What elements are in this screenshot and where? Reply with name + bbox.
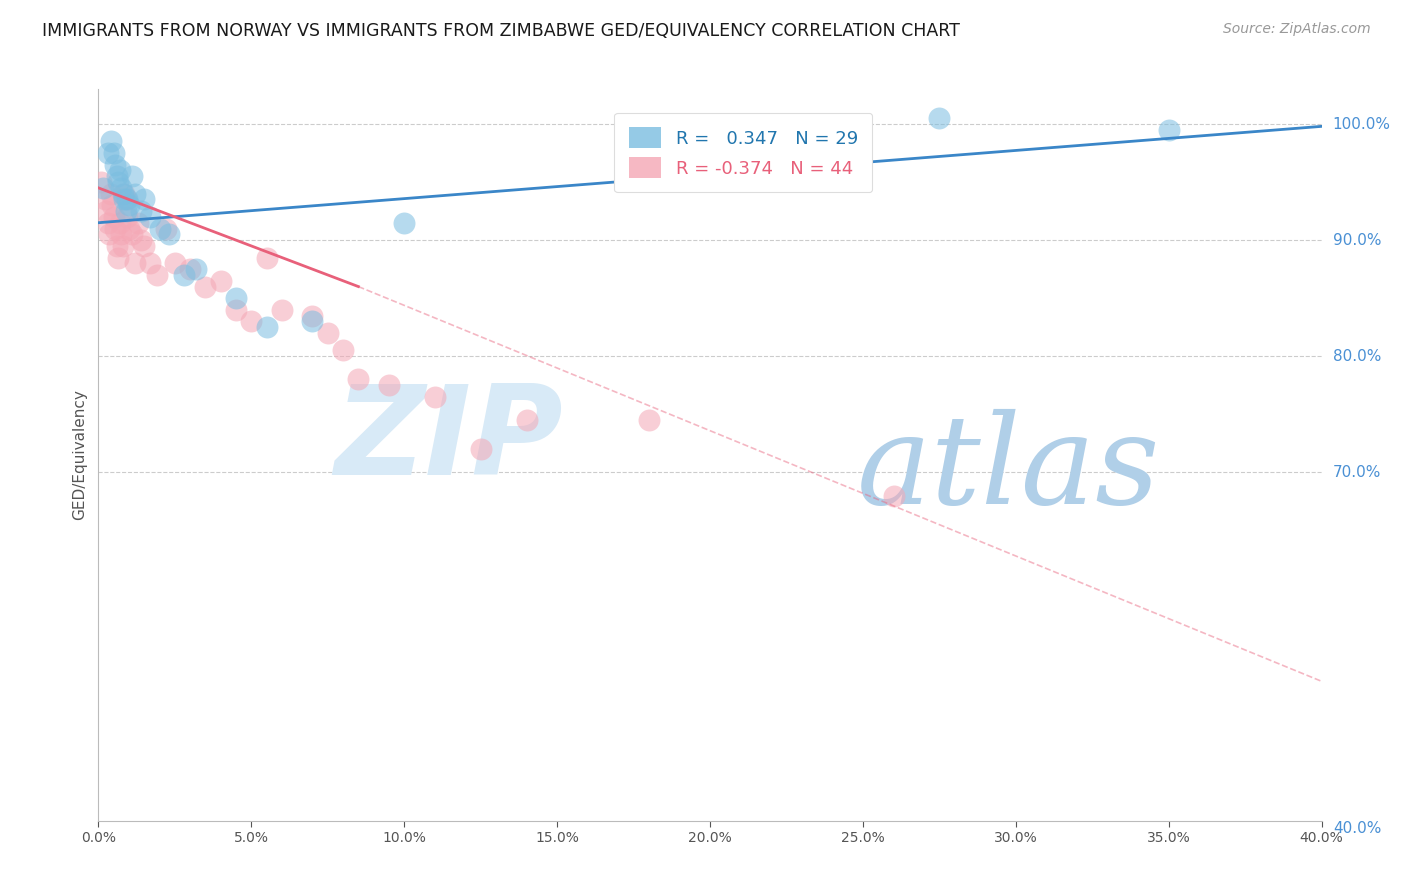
Point <box>129 204 152 219</box>
Point <box>108 163 131 178</box>
Point <box>179 262 201 277</box>
Point <box>101 198 124 212</box>
Point <box>155 221 177 235</box>
Point <box>124 186 146 201</box>
Text: 80.0%: 80.0% <box>1333 349 1381 364</box>
Point <box>117 193 139 207</box>
Text: atlas: atlas <box>856 409 1160 531</box>
Point <box>98 227 121 242</box>
Point <box>378 378 401 392</box>
Point <box>194 279 217 293</box>
Point <box>112 186 135 201</box>
Point <box>115 204 138 219</box>
Point <box>1157 123 1180 137</box>
Point <box>105 169 128 184</box>
Point <box>316 326 339 340</box>
Legend: Immigrants from Norway, Immigrants from Zimbabwe: Immigrants from Norway, Immigrants from … <box>440 888 980 892</box>
Text: 40.0%: 40.0% <box>1333 821 1381 836</box>
Point <box>107 251 129 265</box>
Point <box>100 186 122 201</box>
Point <box>149 221 172 235</box>
Point <box>256 320 278 334</box>
Point <box>134 239 156 253</box>
Point <box>121 227 143 242</box>
Point <box>118 198 141 212</box>
Point <box>470 442 492 456</box>
Point <box>256 251 278 265</box>
Point <box>301 309 323 323</box>
Point <box>392 216 416 230</box>
Y-axis label: GED/Equivalency: GED/Equivalency <box>72 390 87 520</box>
Point <box>104 158 127 172</box>
Text: 100.0%: 100.0% <box>1333 117 1391 131</box>
Point <box>127 216 149 230</box>
Point <box>111 186 134 201</box>
Point <box>134 193 156 207</box>
Point <box>108 216 131 230</box>
Point <box>209 274 232 288</box>
Point <box>121 169 143 184</box>
Point <box>129 233 152 247</box>
Point <box>332 343 354 358</box>
Point <box>516 413 538 427</box>
Point <box>347 372 370 386</box>
Point <box>240 314 263 328</box>
Point <box>110 181 132 195</box>
Point <box>186 262 208 277</box>
Point <box>118 221 141 235</box>
Point <box>173 268 195 282</box>
Point <box>145 268 167 282</box>
Text: ZIP: ZIP <box>335 380 564 500</box>
Point <box>97 216 120 230</box>
Point <box>928 112 950 126</box>
Point <box>112 193 135 207</box>
Point <box>115 193 138 207</box>
Text: IMMIGRANTS FROM NORWAY VS IMMIGRANTS FROM ZIMBABWE GED/EQUIVALENCY CORRELATION C: IMMIGRANTS FROM NORWAY VS IMMIGRANTS FRO… <box>42 22 960 40</box>
Point <box>105 239 128 253</box>
Point <box>107 175 129 189</box>
Point <box>225 291 247 305</box>
Point <box>103 210 125 224</box>
Point <box>91 181 114 195</box>
Point <box>97 146 120 161</box>
Point <box>124 256 146 270</box>
Point <box>637 413 661 427</box>
Point <box>94 204 117 219</box>
Point <box>117 210 139 224</box>
Point <box>270 302 294 317</box>
Point <box>163 256 186 270</box>
Point <box>423 390 446 404</box>
Point <box>90 175 112 189</box>
Point <box>139 210 162 224</box>
Text: 70.0%: 70.0% <box>1333 465 1381 480</box>
Point <box>301 314 323 328</box>
Point <box>104 221 127 235</box>
Text: 90.0%: 90.0% <box>1333 233 1381 248</box>
Point <box>100 135 122 149</box>
Point <box>157 227 180 242</box>
Point <box>103 146 125 161</box>
Point <box>93 193 115 207</box>
Text: Source: ZipAtlas.com: Source: ZipAtlas.com <box>1223 22 1371 37</box>
Point <box>139 256 162 270</box>
Point <box>111 239 134 253</box>
Point <box>225 302 247 317</box>
Point <box>883 489 905 503</box>
Point <box>110 227 132 242</box>
